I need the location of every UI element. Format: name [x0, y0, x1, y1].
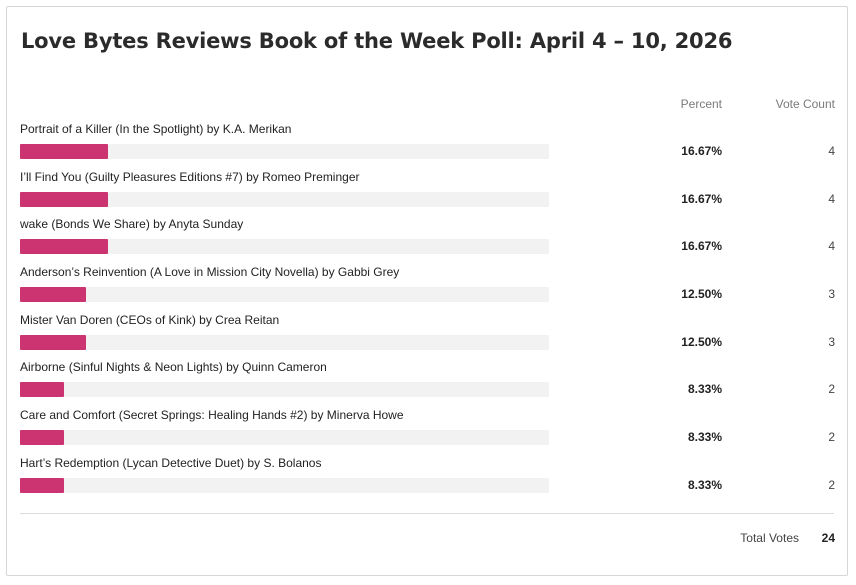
option-percent: 8.33%	[687, 477, 722, 492]
result-bar-fill	[20, 382, 65, 398]
poll-option-label: Hart’s Redemption (Lycan Detective Duet)…	[20, 455, 322, 470]
result-bar-track	[20, 334, 549, 350]
poll-option-row: Care and Comfort (Secret Springs: Healin…	[7, 407, 847, 455]
option-vote-count: 3	[828, 334, 835, 349]
poll-option-label: Care and Comfort (Secret Springs: Healin…	[20, 408, 404, 423]
percent-column-header: Percent	[680, 97, 722, 111]
option-percent: 8.33%	[687, 430, 722, 445]
poll-option-row: wake (Bonds We Share) by Anyta Sunday 16…	[7, 216, 847, 264]
result-bar-fill	[20, 191, 109, 207]
result-bar-track	[20, 144, 549, 159]
option-percent: 16.67%	[681, 144, 722, 158]
option-percent: 16.67%	[681, 191, 722, 206]
poll-option-label: wake (Bonds We Share) by Anyta Sunday	[20, 217, 244, 232]
total-votes-label: Total Votes	[740, 531, 799, 545]
option-vote-count: 2	[828, 430, 835, 445]
result-bar-fill	[20, 239, 109, 255]
vote-count-column-header: Vote Count	[775, 97, 835, 111]
option-vote-count: 2	[828, 477, 835, 492]
option-percent: 12.50%	[681, 334, 722, 349]
option-vote-count: 4	[828, 144, 835, 158]
result-bar-track	[20, 287, 549, 303]
poll-title: Love Bytes Reviews Book of the Week Poll…	[21, 29, 733, 53]
option-percent: 12.50%	[681, 287, 722, 302]
footer-divider	[20, 513, 834, 514]
total-votes-value: 24	[821, 531, 835, 545]
poll-option-label: I’ll Find You (Guilty Pleasures Editions…	[20, 169, 360, 184]
poll-option-row: Hart’s Redemption (Lycan Detective Duet)…	[7, 455, 847, 503]
option-vote-count: 2	[828, 382, 835, 397]
poll-option-row: I’ll Find You (Guilty Pleasures Editions…	[7, 169, 847, 217]
poll-option-row: Portrait of a Killer (In the Spotlight) …	[7, 121, 847, 169]
result-bar-fill	[20, 477, 65, 493]
poll-option-row: Mister Van Doren (CEOs of Kink) by Crea …	[7, 312, 847, 360]
result-bar-track	[20, 430, 549, 446]
option-vote-count: 4	[828, 239, 835, 254]
result-bar-track	[20, 477, 549, 493]
result-bar-track	[20, 239, 549, 255]
option-vote-count: 4	[828, 191, 835, 206]
option-percent: 8.33%	[687, 382, 722, 397]
poll-option-row: Anderson’s Reinvention (A Love in Missio…	[7, 264, 847, 312]
result-bar-track	[20, 191, 549, 207]
poll-results-card: Love Bytes Reviews Book of the Week Poll…	[6, 6, 848, 576]
poll-option-label: Airborne (Sinful Nights & Neon Lights) b…	[20, 360, 327, 375]
result-bar-fill	[20, 334, 87, 350]
option-vote-count: 3	[828, 287, 835, 302]
poll-option-label: Portrait of a Killer (In the Spotlight) …	[20, 122, 292, 136]
poll-option-label: Anderson’s Reinvention (A Love in Missio…	[20, 265, 400, 280]
result-bar-fill	[20, 144, 109, 159]
poll-options-list: Portrait of a Killer (In the Spotlight) …	[7, 121, 847, 503]
poll-option-label: Mister Van Doren (CEOs of Kink) by Crea …	[20, 312, 280, 327]
result-bar-fill	[20, 430, 65, 446]
poll-option-row: Airborne (Sinful Nights & Neon Lights) b…	[7, 359, 847, 407]
result-bar-fill	[20, 287, 87, 303]
result-bar-track	[20, 382, 549, 398]
option-percent: 16.67%	[681, 239, 722, 254]
